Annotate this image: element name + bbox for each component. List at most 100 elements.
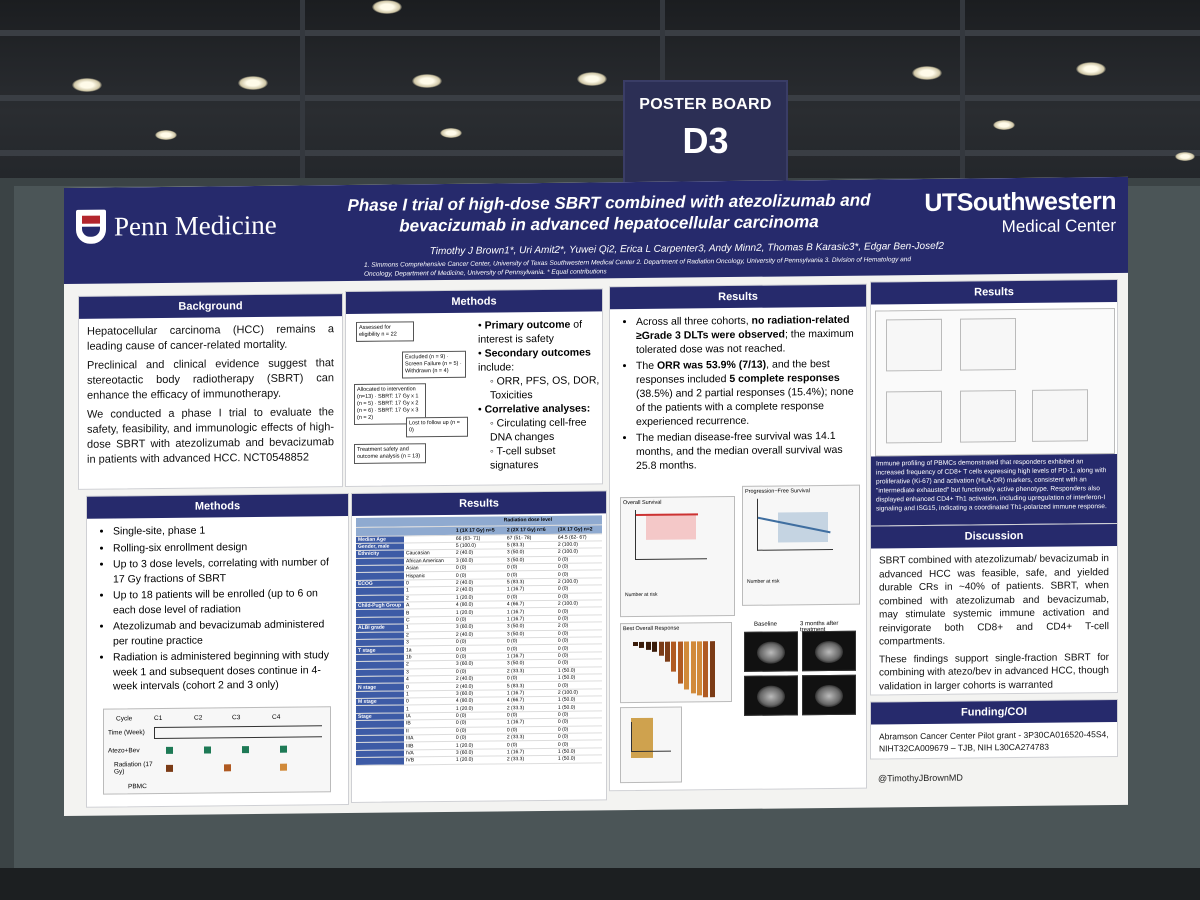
poster-title: Phase I trial of high-dose SBRT combined… [347, 190, 871, 236]
table-row: IVB 1 (20.0) 2 (33.3) 1 (50.0) [356, 755, 602, 766]
ceiling-truss [0, 30, 1200, 36]
ceiling-truss [0, 150, 1200, 156]
immune-plot [960, 390, 1016, 443]
ct-scan-image [744, 675, 798, 716]
waterfall-bar [645, 641, 651, 650]
ct-scan-image [802, 674, 856, 716]
methods-item: Atezolizumab and bevacizumab administere… [113, 617, 340, 648]
waterfall-bar [690, 641, 696, 694]
correlative-item: Circulating cell-free DNA changes [490, 416, 587, 444]
background-p3: We conducted a phase I trial to evaluate… [87, 406, 334, 466]
methods-item: Single-site, phase 1 [113, 522, 340, 539]
km-mini-axes [631, 721, 671, 753]
schedule-c3: C3 [232, 714, 241, 722]
methods-mid-heading: Methods [346, 289, 602, 315]
result-dlt: Across all three cohorts, no radiation-r… [636, 313, 858, 357]
methods-item: Up to 3 dose levels, correlating with nu… [113, 555, 340, 586]
radiation-marker [280, 763, 287, 771]
ceiling-light [238, 76, 268, 90]
os-risk-label: Number at risk [625, 591, 658, 599]
table-cell: Child-Pugh Group [356, 601, 404, 610]
results-mid-section: Results Across all three cohorts, no rad… [609, 283, 867, 792]
secondary-outcome-text: include: [478, 361, 515, 374]
schedule-radiation-label: Radiation (17 Gy) [114, 761, 153, 776]
pfs-title: Progression−Free Survival [745, 488, 810, 495]
methods-section-left: Methods Single-site, phase 1 Rolling-six… [86, 493, 349, 808]
consort-eligibility: Assessed for eligibility n = 22 [356, 321, 414, 342]
ceiling-light [912, 66, 942, 80]
ct-scan-image [744, 631, 798, 672]
ceiling-beam [960, 0, 965, 185]
waterfall-bar [665, 641, 670, 662]
pfs-risk-label: Number at risk [747, 578, 780, 585]
ceiling-light [993, 120, 1015, 130]
waterfall-bar [639, 641, 645, 648]
schedule-c1: C1 [154, 714, 163, 723]
table-cell: IVB [404, 756, 454, 765]
methods-section-mid: Methods Assessed for eligibility n = 22 … [345, 288, 603, 488]
poster-affiliations: 1. Simmons Comprehensive Cancer Center, … [364, 256, 911, 278]
correlative-title: Correlative analyses: [484, 402, 591, 416]
ceiling-light [577, 72, 607, 86]
background-p2: Preclinical and clinical evidence sugges… [87, 357, 334, 402]
methods-heading: Methods [87, 494, 348, 519]
results-table-heading: Results [352, 491, 606, 516]
ct-scan-image [802, 630, 856, 672]
pfs-axes [757, 497, 833, 551]
ceiling-light [440, 128, 462, 138]
radiation-marker [166, 764, 173, 772]
poster-board-sign: POSTER BOARD D3 [623, 80, 788, 188]
background-heading: Background [79, 294, 342, 319]
ceiling-light [1175, 152, 1195, 161]
waterfall-bar [684, 641, 690, 690]
ceiling [0, 0, 1200, 185]
poster: Penn Medicine Phase I trial of high-dose… [64, 176, 1128, 816]
results-right-section: Results Immune profiling of PBMCs demons… [870, 278, 1118, 532]
ceiling-truss [0, 95, 1200, 101]
funding-heading: Funding/COI [871, 699, 1117, 725]
table-cell: 1 (20.0) [453, 756, 505, 765]
funding-text: Abramson Cancer Center Pilot grant - 3P3… [879, 729, 1109, 754]
utsw-subname: Medical Center [1001, 215, 1116, 237]
outcomes-list: • Primary outcome of interest is safety … [478, 318, 600, 472]
ceiling-light [1076, 62, 1106, 76]
os-ci-band [646, 513, 696, 540]
result-survival: The median disease-free survival was 14.… [636, 429, 858, 473]
consort-analysis: Treatment safety and outcome analysis (n… [354, 443, 426, 464]
schedule-c4: C4 [272, 713, 281, 721]
funding-section: Funding/COI Abramson Cancer Center Pilot… [870, 698, 1118, 760]
waterfall-plot: Best Overall Response [620, 622, 732, 704]
consort-lost: Lost to follow up (n = 0) [406, 416, 468, 438]
immune-plot [886, 390, 942, 444]
methods-item: Rolling-six enrollment design [113, 539, 340, 556]
immune-plot [1032, 389, 1088, 442]
schedule-cycle-label: Cycle [116, 715, 133, 723]
pfs-plot: Progression−Free Survival Number at risk [742, 484, 860, 606]
waterfall-bar [633, 641, 638, 647]
atezo-dose-marker [204, 746, 211, 754]
atezo-dose-marker [280, 745, 287, 753]
overall-survival-plot: Overall Survival Number at risk [620, 495, 735, 618]
penn-medicine-logo: Penn Medicine [76, 208, 277, 244]
sign-board-id: D3 [682, 120, 729, 161]
atezo-dose-marker [166, 746, 173, 754]
waterfall-bar [677, 641, 683, 684]
immune-caption: Immune profiling of PBMCs demonstrated t… [871, 453, 1117, 531]
utsw-logo: UTSouthwestern Medical Center [924, 187, 1116, 238]
immune-plot [886, 318, 942, 372]
waterfall-bar [671, 641, 677, 672]
ceiling-light [412, 74, 442, 88]
methods-list: Single-site, phase 1 Rolling-six enrollm… [87, 516, 348, 694]
secondary-outcome-title: Secondary outcomes [484, 346, 591, 360]
waterfall-bar [703, 641, 709, 698]
table-cell [356, 757, 404, 766]
results-mid-heading: Results [610, 284, 866, 310]
immune-plot [960, 318, 1016, 371]
secondary-outcome-item: ORR, PFS, OS, DOR, Toxicities [490, 374, 600, 402]
schedule-time-arrow [154, 725, 322, 740]
waterfall-bar [709, 641, 715, 698]
scan-baseline-label: Baseline [754, 621, 778, 628]
os-title: Overall Survival [623, 499, 662, 507]
results-right-heading: Results [871, 279, 1117, 305]
floor [0, 868, 1200, 900]
